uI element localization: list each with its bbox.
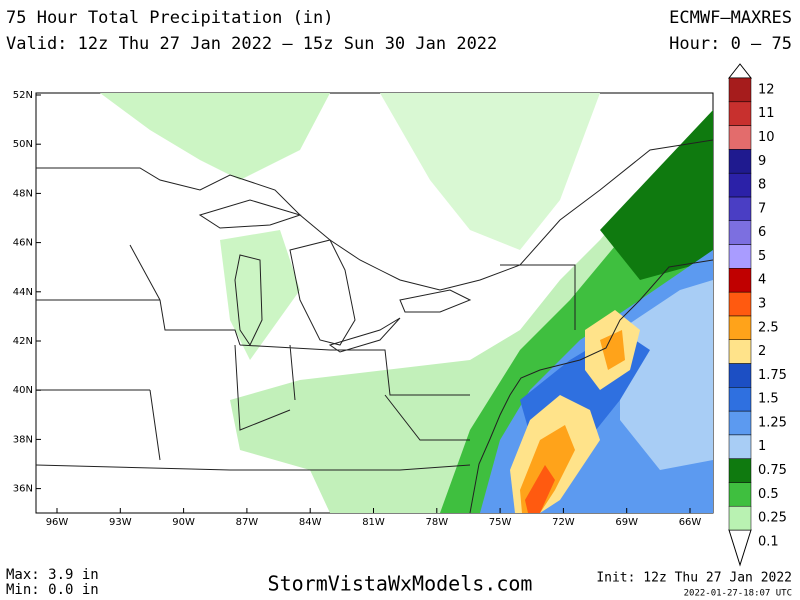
colorbar-swatch (728, 220, 752, 245)
colorbar-swatch (728, 172, 752, 198)
colorbar-label: 12 (758, 82, 775, 97)
colorbar-swatch (728, 339, 752, 364)
colorbar-swatch (728, 363, 752, 388)
lon-label: 75W (489, 517, 512, 528)
lon-label: 87W (236, 517, 259, 528)
lon-label: 69W (615, 517, 638, 528)
colorbar-swatch (728, 315, 752, 340)
colorbar-swatch (728, 410, 752, 436)
colorbar-label: 10 (758, 130, 775, 145)
colorbar-label: 11 (758, 106, 775, 121)
lon-label: 81W (362, 517, 385, 528)
colorbar-label: 5 (758, 249, 766, 264)
lon-label: 78W (425, 517, 448, 528)
colorbar-swatch (728, 149, 752, 174)
title: 75 Hour Total Precipitation (in) (6, 8, 334, 28)
lat-label: 36N (13, 484, 33, 495)
init-time: Init: 12z Thu 27 Jan 2022 (596, 571, 792, 586)
lon-label: 72W (552, 517, 575, 528)
colorbar: 0.1 0.25 0.5 0.75 1 1.25 1.5 1.75 2 2.5 3 4 5 6 7 8 9 10 1… (727, 63, 787, 567)
colorbar-label: 0.5 (758, 487, 779, 502)
lat-label: 44N (13, 287, 33, 298)
model: ECMWF–MAXRES (669, 8, 792, 28)
colorbar-label: 0.1 (758, 535, 779, 550)
colorbar-swatch (728, 77, 752, 103)
colorbar-swatch (728, 244, 752, 269)
colorbar-label: 8 (758, 178, 766, 193)
colorbar-label: 1 (758, 439, 766, 454)
colorbar-swatch (728, 434, 752, 459)
lat-label: 40N (13, 385, 33, 396)
colorbar-label: 9 (758, 154, 766, 169)
lon-label: 93W (109, 517, 132, 528)
valid-time: Valid: 12z Thu 27 Jan 2022 – 15z Sun 30 … (6, 34, 497, 54)
lat-label: 52N (13, 90, 33, 101)
colorbar-label: 3 (758, 297, 766, 312)
colorbar-swatch (728, 482, 752, 507)
colorbar-label: 2 (758, 344, 766, 359)
lon-labels: 96W 93W 90W 87W 84W 81W 78W 75W 72W 69W 66W (46, 508, 702, 528)
lon-label: 66W (679, 517, 702, 528)
colorbar-top-arrow (727, 63, 753, 79)
lat-label: 48N (13, 188, 33, 199)
colorbar-swatch (728, 125, 752, 150)
colorbar-label: 1.75 (758, 368, 787, 383)
colorbar-swatch (728, 505, 752, 531)
colorbar-label: 1.5 (758, 392, 779, 407)
colorbar-label: 0.75 (758, 463, 787, 478)
lat-label: 38N (13, 434, 33, 445)
colorbar-swatch (728, 268, 752, 293)
site-name: StormVistaWxModels.com (268, 572, 533, 596)
colorbar-swatch (728, 196, 752, 221)
colorbar-label: 1.25 (758, 415, 787, 430)
colorbar-label: 6 (758, 225, 766, 240)
lon-label: 96W (46, 517, 69, 528)
lat-labels: 52N 50N 48N 46N 44N 42N 40N 38N 36N (13, 90, 41, 495)
map: 52N 50N 48N 46N 44N 42N 40N 38N 36N 96W 93W 90W 87W… (13, 90, 714, 528)
lat-label: 42N (13, 336, 33, 347)
colorbar-swatch (728, 101, 752, 126)
colorbar-label: 2.5 (758, 320, 779, 335)
precip-field (100, 93, 713, 513)
colorbar-label: 7 (758, 201, 766, 216)
lon-label: 84W (299, 517, 322, 528)
colorbar-label: 4 (758, 273, 766, 288)
lat-label: 46N (13, 238, 33, 249)
colorbar-swatch (728, 458, 752, 483)
max-value: Max: 3.9 in (6, 567, 99, 583)
colorbar-label: 0.25 (758, 511, 787, 526)
boundaries (36, 139, 713, 513)
colorbar-swatch (728, 529, 752, 567)
colorbar-swatch (728, 291, 752, 317)
hour-range: Hour: 0 – 75 (669, 34, 792, 54)
timestamp: 2022-01-27-18:07 UTC (684, 589, 792, 599)
lon-label: 90W (172, 517, 195, 528)
lat-label: 50N (13, 139, 33, 150)
colorbar-swatch (728, 387, 752, 412)
min-value: Min: 0.0 in (6, 582, 99, 598)
